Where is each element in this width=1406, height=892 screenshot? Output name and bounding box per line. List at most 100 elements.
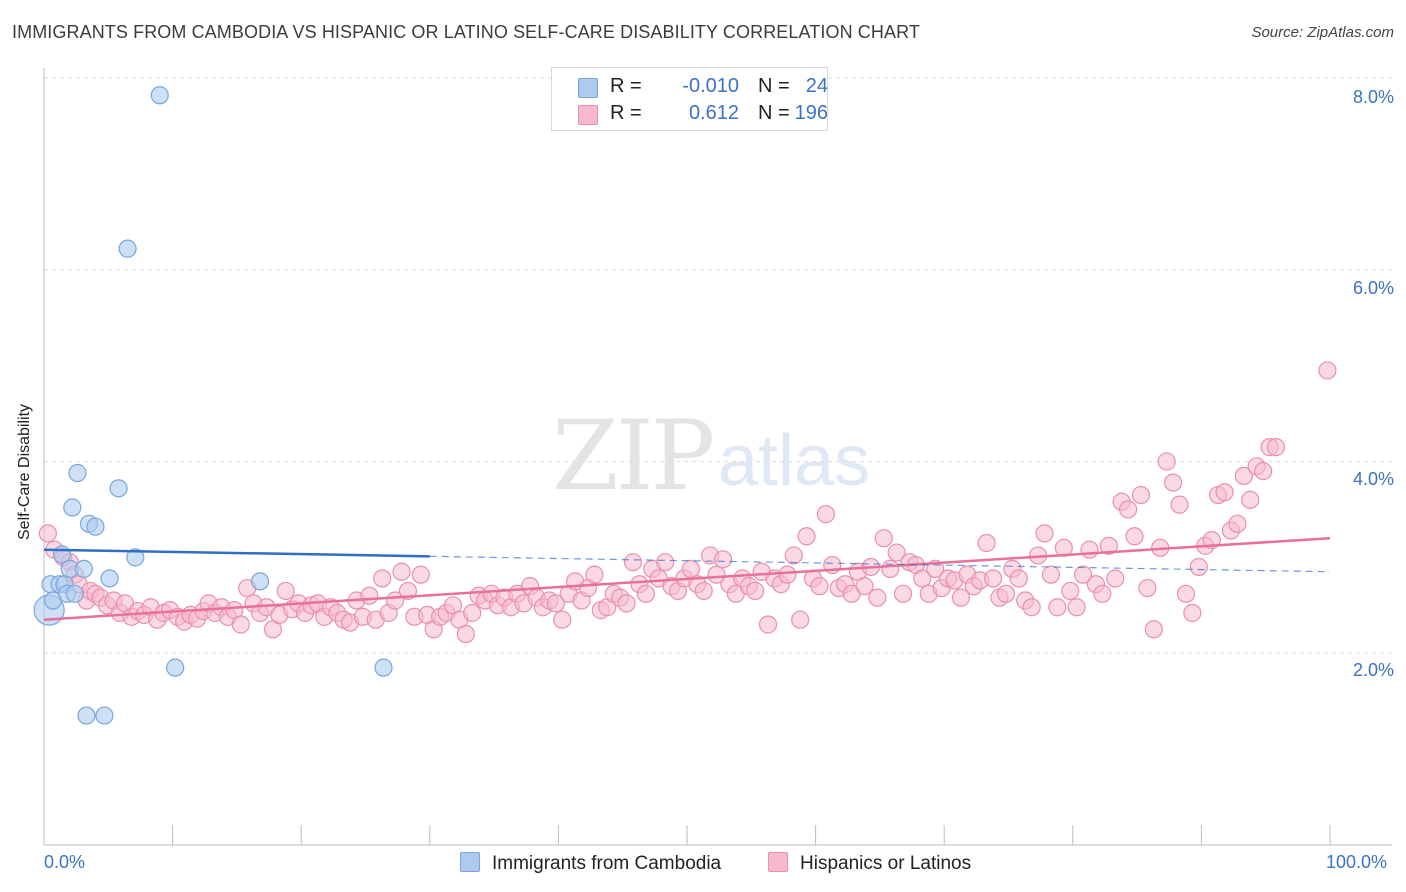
hispanic-point [553,610,572,629]
cambodia-point [166,658,185,677]
hispanic-point [411,565,430,584]
stats-legend: R = -0.010 N = 24 R = 0.612 N = 196 [551,67,828,131]
hispanic-point [656,553,675,572]
hispanic-point [1041,565,1061,584]
hispanic-point [707,565,726,584]
hispanic-point [1170,495,1189,514]
hispanic-point [983,569,1003,588]
bottom-legend-swatch-blue [460,852,480,872]
hispanic-point [1061,581,1080,601]
cambodia-point [150,86,169,105]
y-tick-label: 8.0% [1352,87,1394,107]
hispanic-point [546,594,565,613]
bottom-legend-label: Hispanics or Latinos [800,853,972,874]
hispanic-point [1118,500,1138,519]
chart-title: IMMIGRANTS FROM CAMBODIA VS HISPANIC OR … [12,22,920,42]
bottom-legend-swatch-pink [768,852,788,872]
bottom-legend-label: Immigrants from Cambodia [492,853,722,874]
hispanic-point [636,584,655,603]
legend-r-label: R = [610,75,642,97]
cambodia-point [77,706,96,725]
hispanic-trend-line [43,536,1331,621]
hispanic-point [855,577,874,596]
cambodia-point [126,548,145,567]
hispanic-point [746,581,765,601]
hispanic-point [1009,569,1028,588]
bottom-legend-hispanic: Hispanics or Latinos [768,852,971,875]
hispanic-point [392,562,411,581]
hispanic-point [810,577,829,596]
hispanic-point [1131,485,1151,505]
hispanic-point [1164,473,1183,492]
hispanic-point [881,559,900,578]
hispanic-point [276,581,295,601]
cambodia-point [86,517,105,536]
hispanic-point [1022,598,1041,617]
hispanic-point [893,584,913,603]
legend-r-value: 0.612 [688,102,739,124]
hispanic-point [38,524,57,543]
hispanic-point [778,565,797,584]
hispanic-point [1144,620,1163,639]
hispanic-point [1106,569,1125,588]
cambodia-point [95,706,114,725]
cambodia-point [118,239,137,258]
hispanic-point [623,553,643,572]
cambodia-point [250,572,270,591]
y-tick-label: 4.0% [1352,469,1394,489]
y-tick-label: 2.0% [1352,660,1394,680]
hispanic-point [1157,452,1176,471]
hispanic-point [1215,483,1234,502]
legend-n-label: N = [758,75,790,97]
hispanic-point [1189,557,1208,577]
bottom-legend-cambodia: Immigrants from Cambodia [460,852,721,875]
x-tick-label: 0.0% [44,852,86,872]
hispanic-point [791,610,810,629]
hispanic-point [1138,578,1157,598]
cambodia-point [65,584,84,603]
legend-r-value: -0.010 [682,75,739,97]
hispanic-point [1093,584,1112,603]
hispanic-point [1241,490,1260,509]
hispanic-point [373,569,392,588]
hispanic-point [996,584,1016,603]
cambodia-point [109,479,128,498]
hispanic-point [1266,438,1286,457]
legend-r-label: R = [610,102,642,124]
hispanic-point [887,543,906,562]
hispanic-point [456,624,475,644]
hispanic-point [951,588,971,607]
hispanic-point [1183,603,1202,623]
hispanic-point [784,546,803,565]
hispanic-point [913,569,932,588]
hispanic-point [1080,540,1099,559]
legend-n-value: 196 [794,102,828,124]
hispanic-point [463,603,482,623]
hispanic-point [1125,527,1144,546]
hispanic-point [1318,361,1337,380]
x-tick-label: 100.0% [1326,852,1388,872]
hispanic-point [816,505,835,524]
source-label: Source: ZipAtlas.com [1251,24,1394,41]
hispanic-point [977,533,996,553]
hispanic-point [1254,461,1273,481]
hispanic-point [1048,598,1067,617]
cambodia-trend-extension [429,555,1331,573]
cambodia-trend-line [43,548,430,558]
y-tick-label: 6.0% [1352,278,1394,298]
legend-swatch-pink [578,105,598,125]
cambodia-point [374,658,393,677]
cambodia-point [100,569,119,588]
hispanic-point [1035,524,1054,543]
legend-swatch-blue [578,78,598,98]
hispanic-point [868,588,887,607]
hispanic-point [758,615,778,634]
hispanic-point [1228,514,1247,533]
cambodia-point [68,463,87,483]
hispanic-point [1176,584,1196,603]
cambodia-point [74,559,93,578]
hispanic-point [713,550,733,569]
hispanic-point [1073,565,1093,584]
hispanic-point [1067,598,1086,617]
